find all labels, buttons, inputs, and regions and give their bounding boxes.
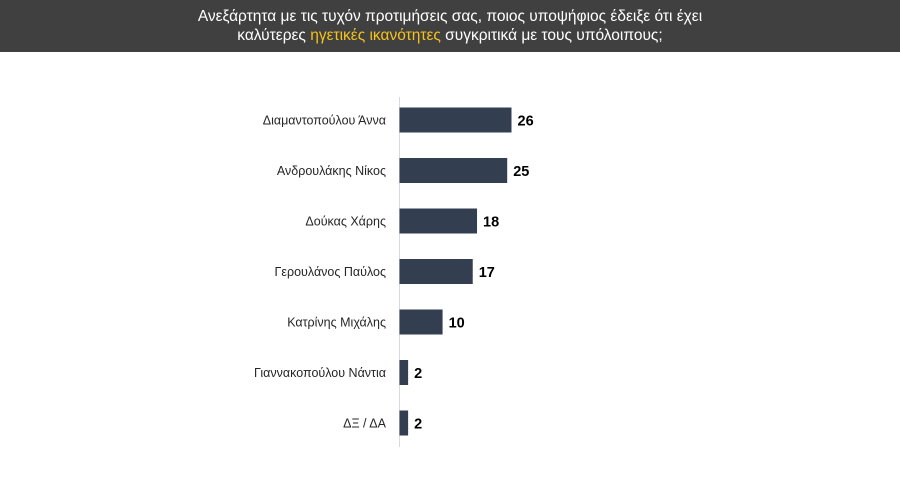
bar xyxy=(399,259,473,284)
bar xyxy=(399,208,478,234)
title-line-2-suffix: συγκριτικά με τους υπόλοιπους; xyxy=(440,27,663,44)
chart-title-banner: Ανεξάρτητα με τις τυχόν προτιμήσεις σας,… xyxy=(0,0,900,52)
bar xyxy=(399,309,443,335)
category-tick-label: Δούκας Χάρης xyxy=(305,215,386,229)
bar xyxy=(399,107,512,133)
category-tick-label: ΔΞ / ΔΑ xyxy=(343,417,387,431)
bar-value-label: 26 xyxy=(518,114,534,130)
bar-value-label: 10 xyxy=(449,316,465,332)
bar-chart-svg: Διαμαντοπούλου Άννα 26 Ανδρουλάκης Νίκος 25… xyxy=(254,97,534,447)
category-tick-label: Κατρίνης Μιχάλης xyxy=(287,316,386,330)
bar-value-label: 25 xyxy=(513,164,529,180)
title-line-2-prefix: καλύτερες xyxy=(237,27,311,44)
category-tick-label: Γιαννακοπούλου Νάντια xyxy=(254,366,386,380)
category-tick-label: Γερουλάνος Παύλος xyxy=(275,265,386,279)
category-tick-label: Ανδρουλάκης Νίκος xyxy=(277,164,386,178)
bar-value-label: 2 xyxy=(414,366,422,382)
bar-chart: Διαμαντοπούλου Άννα 26 Ανδρουλάκης Νίκος 25… xyxy=(0,52,900,492)
title-highlight: ηγετικές ικανότητες xyxy=(310,27,441,44)
bar xyxy=(399,360,409,385)
category-tick-label: Διαμαντοπούλου Άννα xyxy=(263,114,386,128)
title-line-2: καλύτερες ηγετικές ικανότητες συγκριτικά… xyxy=(0,26,900,45)
bar-value-label: 17 xyxy=(479,265,495,281)
bar-value-label: 18 xyxy=(483,215,499,231)
bar xyxy=(399,158,508,183)
bar xyxy=(399,410,409,436)
bar-value-label: 2 xyxy=(414,417,422,433)
title-line-1: Ανεξάρτητα με τις τυχόν προτιμήσεις σας,… xyxy=(197,8,703,25)
